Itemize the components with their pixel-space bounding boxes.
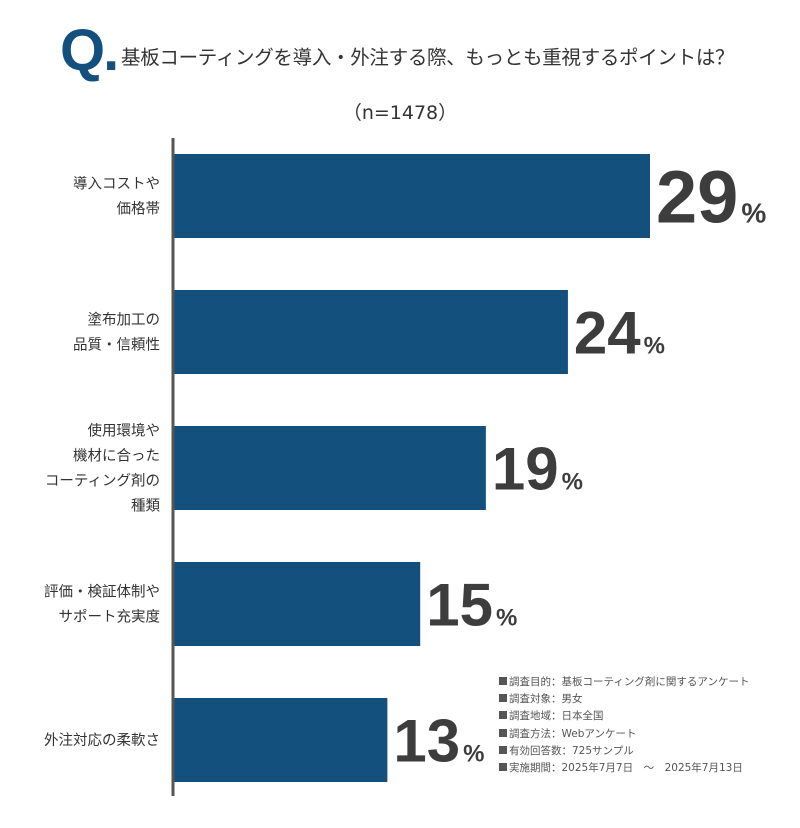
value-number: 24 (574, 300, 641, 367)
question-mark-q: Q. (60, 18, 119, 83)
survey-notes: 調査目的：基板コーティング剤に関するアンケート 調査対象：男女調査地域：日本全国調… (499, 674, 749, 777)
value-label-3: 15% (426, 572, 517, 639)
value-number: 13 (393, 708, 460, 775)
bar-2 (174, 426, 486, 510)
value-suffix: % (741, 198, 766, 229)
category-label-2-line-2: コーティング剤の (45, 473, 160, 490)
category-label-3-line-1: サポート充実度 (59, 609, 161, 626)
value-label-4: 13% (393, 708, 484, 775)
square-bullet-icon (499, 745, 507, 754)
category-label-1-line-0: 塗布加工の (88, 311, 161, 329)
value-label-1: 24% (574, 300, 665, 367)
category-label-3-line-0: 評価・検証体制や (44, 584, 160, 601)
category-label-4-line-0: 外注対応の柔軟さ (44, 732, 160, 749)
category-label-0-line-0: 導入コストや (73, 176, 160, 193)
value-number: 29 (656, 156, 738, 239)
category-label-1-line-1: 品質・信頼性 (73, 336, 160, 354)
category-label-2-line-0: 使用環境や (88, 422, 161, 440)
survey-note-text: 調査方法：Webアンケート (509, 727, 637, 740)
survey-note-text: 有効回答数：725サンプル (509, 744, 634, 757)
square-bullet-icon (499, 728, 507, 737)
bar-0 (174, 154, 650, 238)
survey-note-text: 調査対象：男女 (509, 693, 583, 706)
category-label-0-line-1: 価格帯 (117, 201, 161, 218)
survey-note: 調査対象：男女 (499, 691, 749, 708)
value-suffix: % (496, 605, 517, 632)
survey-note: 調査方法：Webアンケート (499, 726, 749, 743)
square-bullet-icon (499, 763, 507, 772)
category-label-2-line-1: 機材に合った (73, 448, 160, 465)
square-bullet-icon (499, 677, 507, 685)
value-label-0: 29% (656, 156, 766, 239)
square-bullet-icon (499, 711, 507, 720)
survey-note: 有効回答数：725サンプル (499, 743, 749, 760)
bar-1 (174, 290, 568, 374)
question-text: 基板コーティングを導入・外注する際、もっとも重視するポイントは？ (121, 46, 735, 69)
survey-note-text: 調査目的：基板コーティング剤に関するアンケート (509, 676, 750, 688)
value-number: 15 (426, 572, 493, 639)
survey-note: 調査地域：日本全国 (499, 708, 749, 725)
sample-size: （n=1478） (342, 102, 458, 124)
bar-4 (174, 698, 388, 782)
survey-note: 実施期間：2025年7月7日 ～ 2025年7月13日 (499, 760, 749, 777)
survey-note-text: 調査地域：日本全国 (509, 710, 604, 723)
value-number: 19 (492, 436, 559, 503)
square-bullet-icon (499, 694, 507, 703)
survey-note-text: 実施期間：2025年7月7日 ～ 2025年7月13日 (509, 762, 743, 775)
value-suffix: % (562, 469, 583, 496)
survey-note: 調査目的：基板コーティング剤に関するアンケート (499, 674, 749, 691)
bar-3 (174, 562, 421, 646)
category-label-2-line-3: 種類 (131, 498, 160, 515)
value-suffix: % (463, 741, 484, 768)
value-label-2: 19% (492, 436, 583, 503)
value-suffix: % (644, 333, 665, 360)
